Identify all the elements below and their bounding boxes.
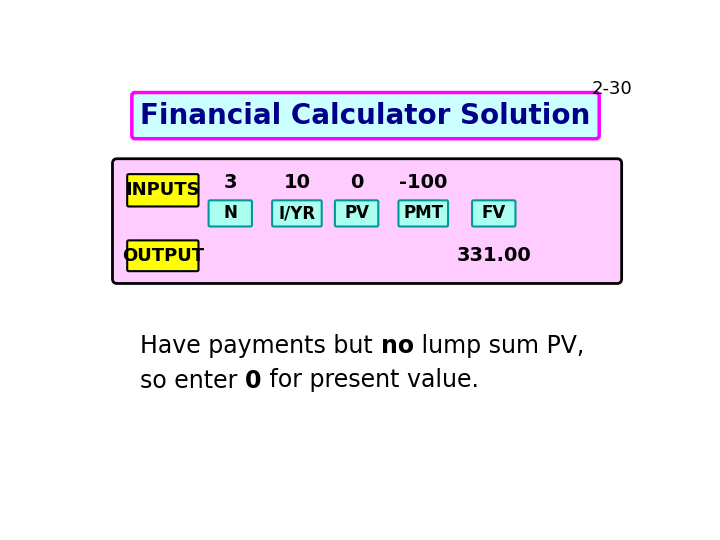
Text: for present value.: for present value. (262, 368, 479, 393)
Text: Have payments but: Have payments but (140, 334, 381, 358)
FancyBboxPatch shape (127, 174, 199, 206)
FancyBboxPatch shape (398, 200, 448, 226)
FancyBboxPatch shape (209, 200, 252, 226)
FancyBboxPatch shape (132, 92, 599, 139)
Text: PV: PV (344, 205, 369, 222)
Text: Financial Calculator Solution: Financial Calculator Solution (140, 102, 590, 130)
FancyBboxPatch shape (112, 159, 621, 284)
Text: no: no (381, 334, 414, 358)
Text: 3: 3 (223, 173, 237, 192)
Text: 2-30: 2-30 (592, 80, 632, 98)
Text: I/YR: I/YR (279, 205, 315, 222)
FancyBboxPatch shape (335, 200, 378, 226)
Text: INPUTS: INPUTS (125, 181, 200, 199)
Text: FV: FV (482, 205, 506, 222)
Text: 331.00: 331.00 (456, 246, 531, 265)
Text: so enter: so enter (140, 368, 246, 393)
Text: N: N (223, 205, 237, 222)
Text: 0: 0 (350, 173, 364, 192)
Text: OUTPUT: OUTPUT (122, 247, 204, 265)
Text: -100: -100 (399, 173, 447, 192)
Text: 10: 10 (284, 173, 310, 192)
Text: PMT: PMT (403, 205, 444, 222)
FancyBboxPatch shape (127, 240, 199, 271)
FancyBboxPatch shape (472, 200, 516, 226)
Text: 0: 0 (246, 368, 262, 393)
Text: lump sum PV,: lump sum PV, (414, 334, 584, 358)
FancyBboxPatch shape (272, 200, 322, 226)
